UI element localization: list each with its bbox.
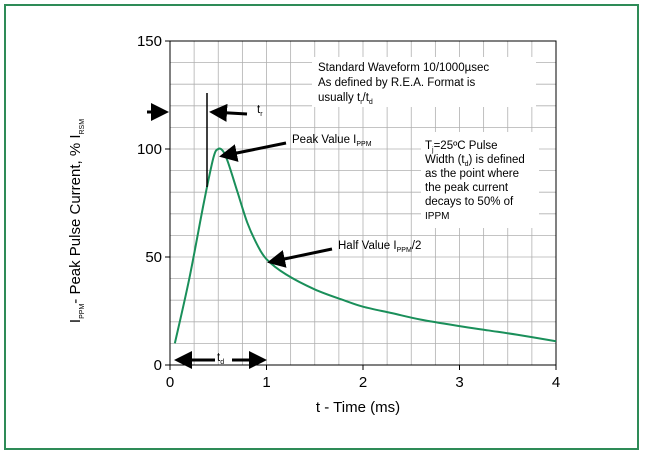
x-tick-label: 0 [166,374,174,391]
half-label: Half Value IPPM/2 [338,240,421,254]
note-width-line3: as the point where [425,168,519,180]
pulse-chart: 0 1 2 3 4 0 50 100 150 t - Time (ms) IPPM- Peak … [67,33,560,416]
note-standard-line1: Standard Waveform 10/1000µsec [318,62,489,74]
y-tick-label: 50 [145,249,162,266]
note-width-line2: Width (td) is defined [425,154,525,168]
axis-ticks: 0 1 2 3 4 0 50 100 150 [137,33,560,391]
chart-frame: 0 1 2 3 4 0 50 100 150 t - Time (ms) IPPM- Peak … [4,4,639,450]
x-tick-label: 3 [455,374,463,391]
note-standard-line3: usually tr/td [318,92,373,106]
peak-arrow [219,141,287,162]
peak-label: Peak Value IPPM [292,134,372,148]
note-standard-line2: As defined by R.E.A. Format is [318,77,475,89]
x-tick-label: 4 [552,374,560,391]
note-width-line5: decays to 50% of [425,196,514,208]
tr-arrow [209,103,248,122]
x-tick-label: 1 [262,374,270,391]
y-axis-label: IPPM- Peak Pulse Current, % IRSM [67,119,86,323]
waveform-curve [173,147,557,344]
x-axis-label: t - Time (ms) [316,399,400,416]
tr-label: tr [257,104,263,118]
x-tick-label: 2 [359,374,367,391]
note-box-standard [312,57,536,107]
note-box-width [421,132,539,228]
note-width-line4: the peak current [425,182,509,194]
td-label: td [217,352,224,366]
y-tick-label: 0 [154,357,162,374]
y-tick-label: 100 [137,141,162,158]
note-width-line1: Tj=25ºC Pulse [425,140,498,154]
note-width-line6: IPPM [425,211,449,222]
y-tick-label: 150 [137,33,162,50]
half-arrow [267,247,333,268]
